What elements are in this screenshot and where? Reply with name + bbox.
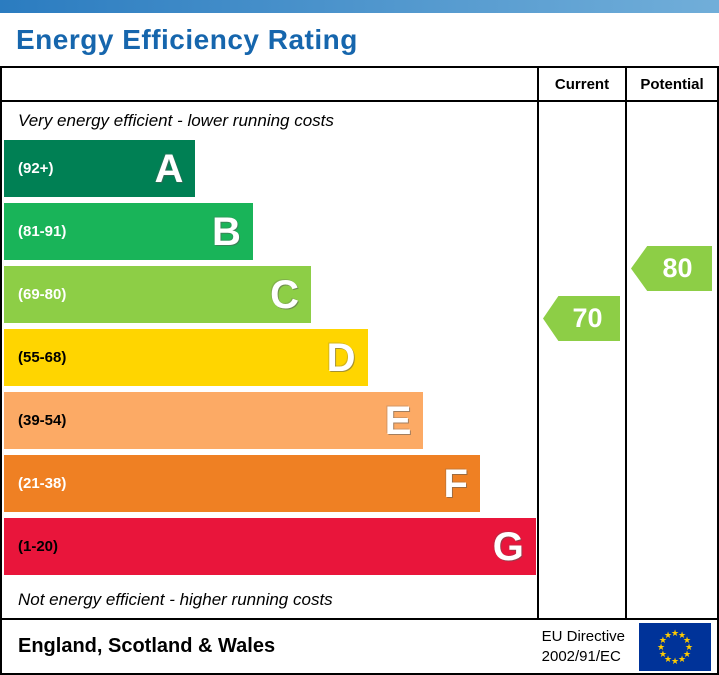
- svg-text:★: ★: [678, 630, 686, 640]
- band-b-range-label: (81-91): [18, 223, 67, 240]
- band-f-range-label: (21-38): [18, 475, 67, 492]
- table-header-row: Current Potential: [2, 68, 717, 102]
- current-rating-indicator: 70: [543, 296, 620, 341]
- svg-text:★: ★: [664, 630, 672, 640]
- band-e-bar: (39-54) E: [4, 392, 424, 449]
- region-label: England, Scotland & Wales: [18, 635, 276, 657]
- band-a-range-label: (92+): [18, 160, 54, 177]
- current-column-header: Current: [537, 68, 625, 100]
- band-c-range-label: (69-80): [18, 286, 67, 303]
- band-row-e: (39-54) E: [4, 392, 537, 449]
- band-a-letter: A: [154, 146, 184, 191]
- bottom-note: Not energy efficient - higher running co…: [18, 589, 333, 609]
- svg-text:★: ★: [683, 636, 691, 646]
- title-bar: Energy Efficiency Rating: [0, 13, 719, 66]
- top-note: Very energy efficient - lower running co…: [18, 111, 334, 130]
- band-row-c: (69-80) C: [4, 266, 537, 323]
- current-rating-column: 70: [537, 102, 625, 618]
- band-row-d: (55-68) D: [4, 329, 537, 386]
- band-f-bar: (21-38) F: [4, 455, 480, 512]
- band-e-range-label: (39-54): [18, 412, 67, 429]
- eu-directive-line2: 2002/91/EC: [541, 647, 621, 665]
- band-c-bar: (69-80) C: [4, 266, 311, 323]
- current-rating-value: 70: [572, 303, 603, 333]
- eu-directive-line1: EU Directive: [541, 628, 625, 645]
- svg-text:★: ★: [678, 655, 686, 665]
- svg-text:★: ★: [657, 643, 665, 653]
- page-title: Energy Efficiency Rating: [16, 23, 358, 55]
- band-chart-area: Very energy efficient - lower running co…: [2, 102, 537, 618]
- eu-directive-text: EU Directive 2002/91/EC: [542, 627, 625, 666]
- band-g-bar: (1-20) G: [4, 518, 536, 575]
- header-spacer: [2, 68, 537, 100]
- band-e-letter: E: [384, 398, 412, 443]
- band-g-letter: G: [492, 524, 524, 569]
- header-accent-bar: [0, 0, 719, 13]
- chart-body: Very energy efficient - lower running co…: [2, 102, 717, 620]
- band-row-b: (81-91) B: [4, 203, 537, 260]
- table-footer: England, Scotland & Wales EU Directive 2…: [2, 620, 717, 673]
- band-a-bar: (92+) A: [4, 140, 196, 197]
- svg-text:★: ★: [683, 650, 691, 660]
- svg-text:★: ★: [685, 643, 693, 653]
- svg-text:★: ★: [664, 655, 672, 665]
- band-f-letter: F: [443, 461, 468, 506]
- band-c-letter: C: [270, 272, 299, 317]
- rating-table: Current Potential Very energy efficient …: [0, 66, 719, 675]
- potential-rating-indicator: 80: [631, 246, 712, 291]
- band-row-a: (92+) A: [4, 140, 537, 197]
- eu-flag-icon: ★ ★ ★ ★ ★ ★ ★ ★ ★ ★ ★ ★: [639, 622, 711, 671]
- svg-text:★: ★: [671, 629, 679, 639]
- band-d-letter: D: [326, 335, 356, 380]
- potential-rating-value: 80: [662, 253, 693, 283]
- svg-text:★: ★: [671, 657, 679, 667]
- band-row-g: (1-20) G: [4, 518, 537, 575]
- potential-rating-column: 80: [625, 102, 717, 618]
- potential-column-header: Potential: [625, 68, 717, 100]
- band-b-bar: (81-91) B: [4, 203, 253, 260]
- band-d-range-label: (55-68): [18, 349, 67, 366]
- band-row-f: (21-38) F: [4, 455, 537, 512]
- band-g-range-label: (1-20): [18, 538, 59, 555]
- band-b-letter: B: [212, 209, 241, 254]
- band-d-bar: (55-68) D: [4, 329, 368, 386]
- svg-text:★: ★: [659, 650, 667, 660]
- svg-text:★: ★: [659, 636, 667, 646]
